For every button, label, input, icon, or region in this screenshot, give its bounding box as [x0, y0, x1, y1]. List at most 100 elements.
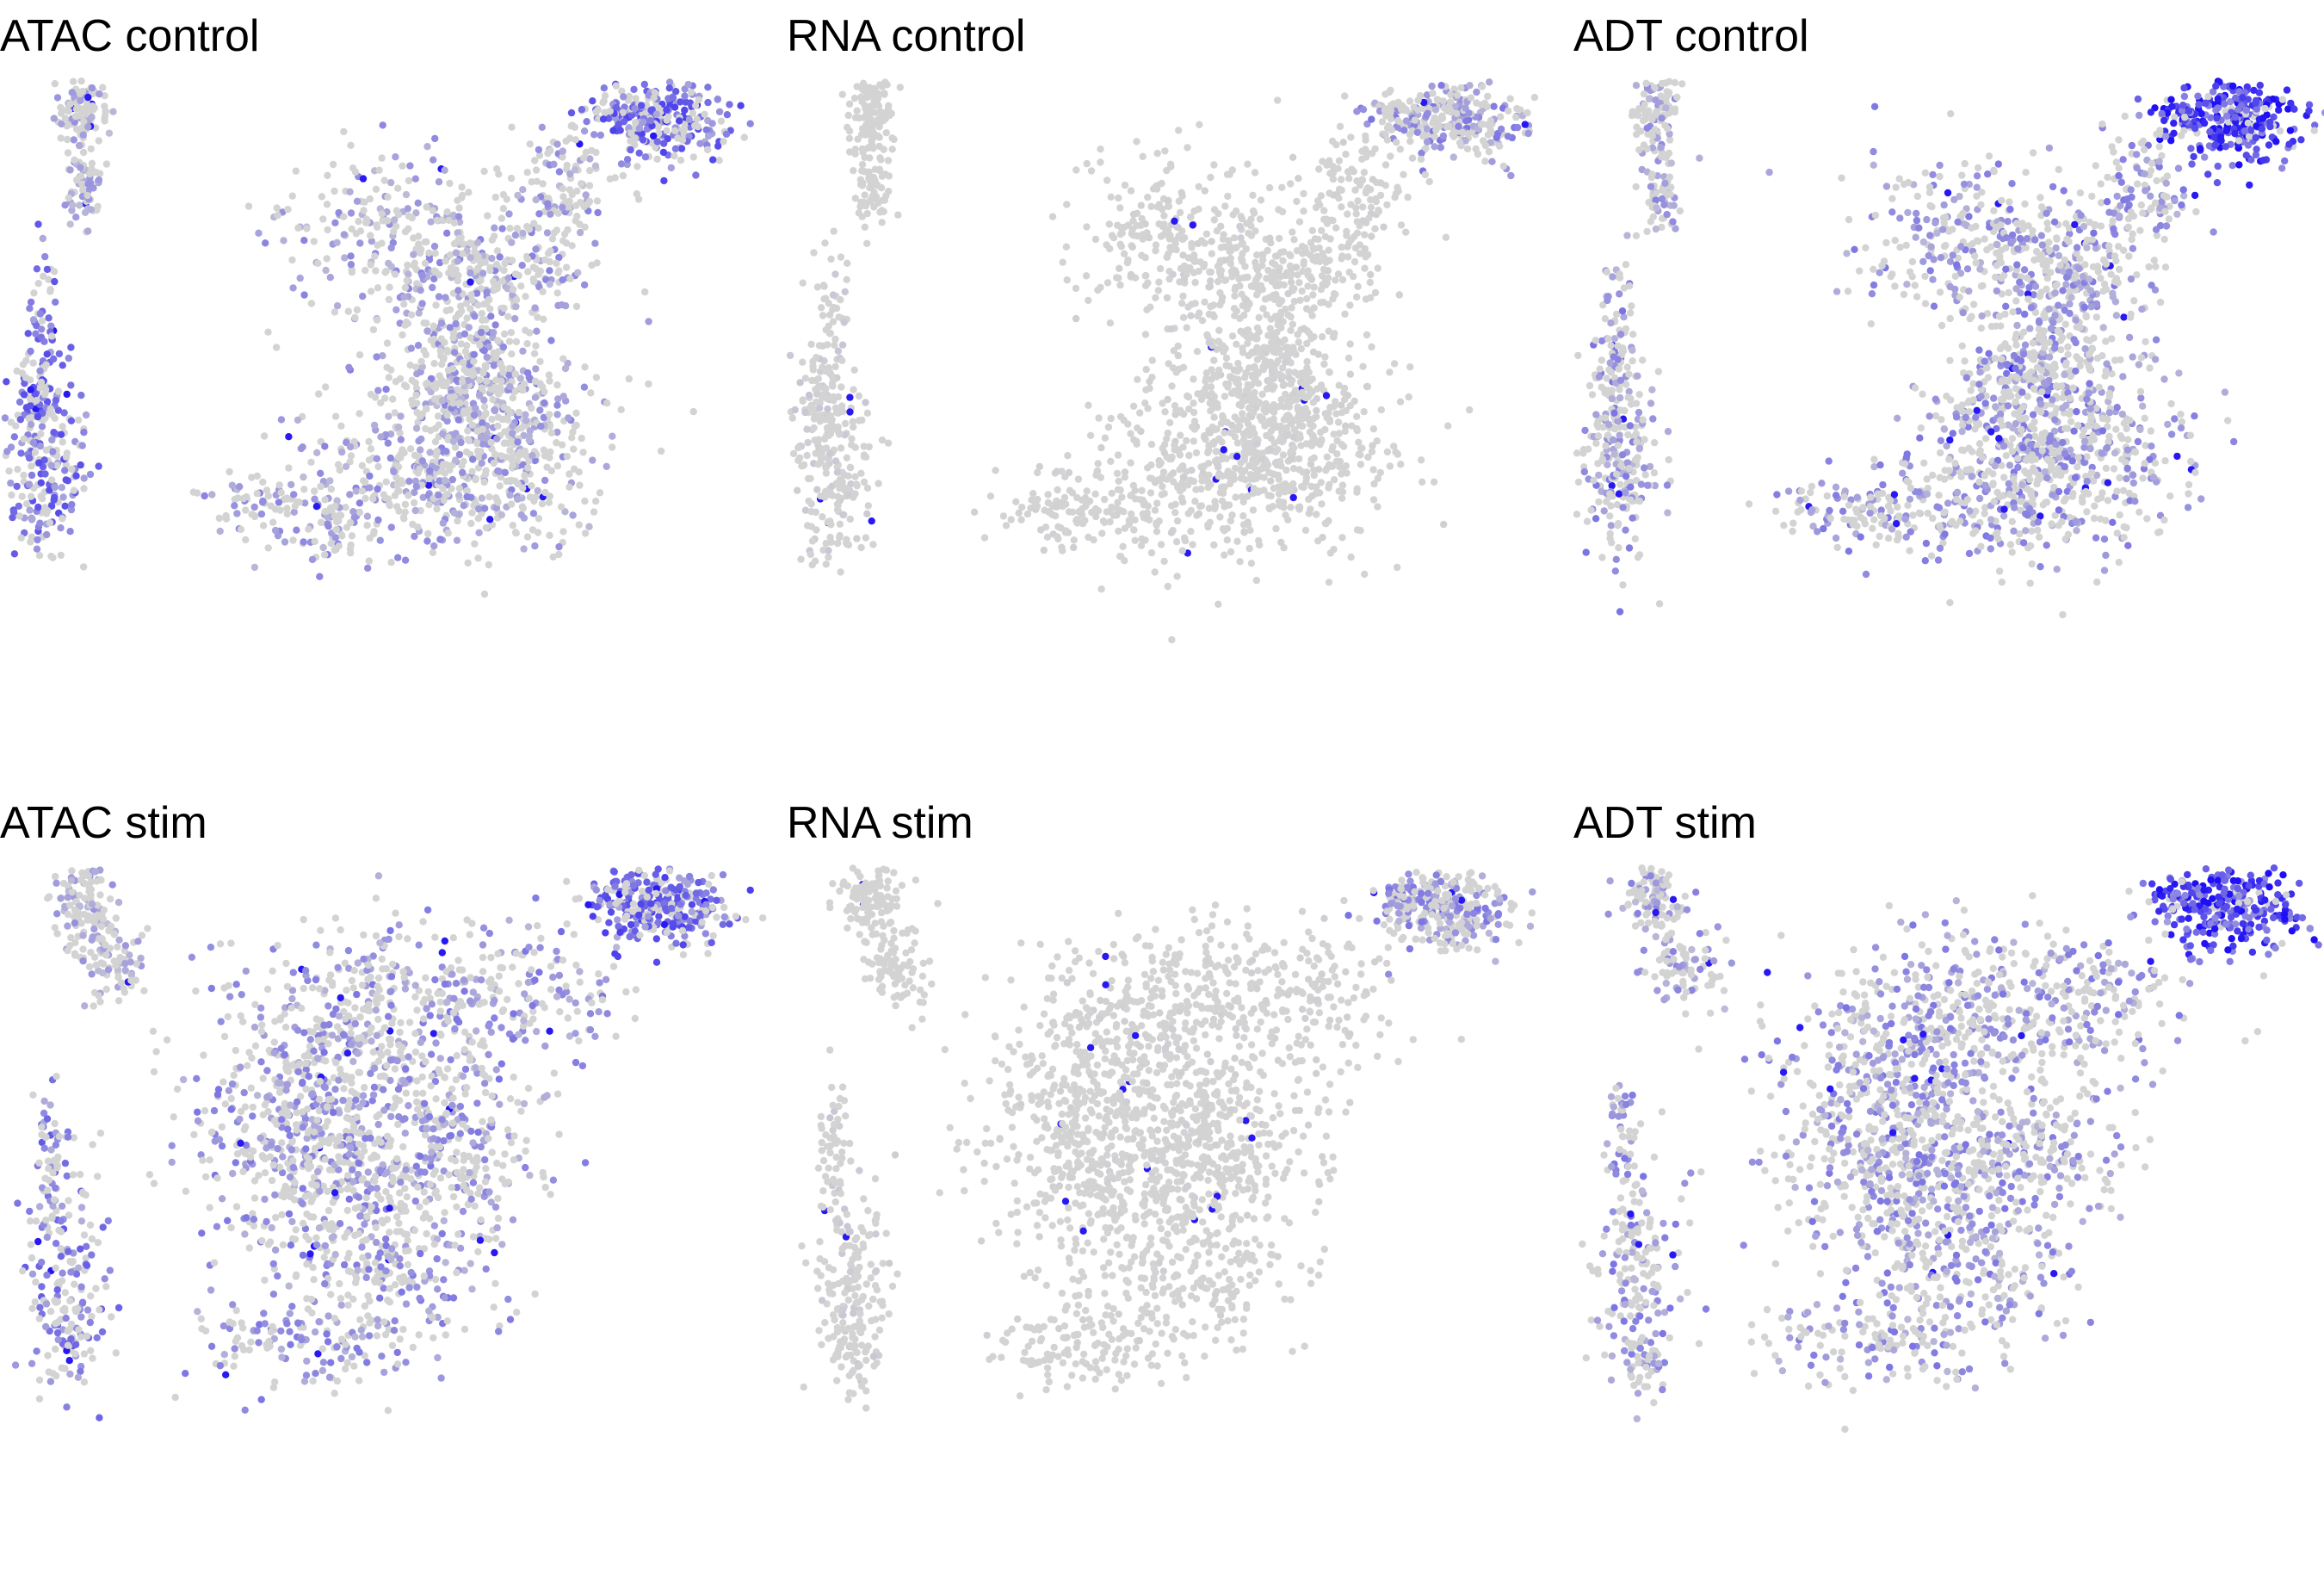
cell-point	[491, 354, 500, 362]
cell-point	[816, 384, 824, 392]
cell-point	[1376, 191, 1385, 200]
cell-point	[464, 376, 472, 385]
cell-point	[1278, 438, 1286, 446]
cell-point	[417, 506, 424, 515]
cell-point	[359, 292, 367, 300]
cell-point	[1369, 176, 1377, 183]
cell-point	[1172, 245, 1180, 254]
cell-point	[36, 310, 45, 318]
cell-point	[1136, 409, 1144, 417]
cell-point	[1156, 264, 1165, 273]
cell-point	[1380, 223, 1388, 231]
cell-point	[1287, 251, 1295, 260]
cell-point	[555, 168, 564, 176]
cell-point	[638, 102, 646, 109]
cell-point	[83, 101, 91, 108]
cell-point	[397, 436, 405, 443]
cell-point	[508, 476, 516, 485]
cell-point	[1263, 275, 1270, 282]
cell-point	[487, 313, 495, 320]
cell-point	[67, 505, 76, 514]
cell-point	[374, 284, 382, 292]
cell-point	[479, 269, 487, 277]
cell-point	[1377, 406, 1385, 414]
cell-point	[34, 412, 42, 421]
cell-point	[1159, 482, 1166, 491]
cell-point	[675, 117, 683, 125]
cell-point	[678, 136, 687, 144]
cell-point	[1133, 138, 1140, 146]
cell-point	[640, 118, 647, 126]
cell-point	[412, 384, 421, 393]
cell-point	[387, 178, 395, 187]
cell-point	[29, 316, 38, 324]
cell-point	[834, 501, 842, 510]
cell-point	[1247, 381, 1255, 389]
cell-point	[1309, 431, 1317, 440]
cell-point	[1315, 244, 1323, 252]
cell-point	[1346, 370, 1355, 378]
cell-point	[63, 135, 71, 144]
cell-point	[317, 482, 324, 491]
cell-point	[469, 455, 477, 463]
cell-point	[740, 133, 748, 141]
cell-point	[1138, 535, 1146, 543]
cell-point	[347, 209, 355, 217]
cell-point	[1358, 155, 1366, 163]
cell-point	[519, 186, 527, 194]
cell-point	[105, 129, 114, 137]
cell-point	[831, 362, 839, 371]
cell-point	[1367, 203, 1375, 211]
cell-point	[834, 539, 842, 548]
cell-point	[384, 193, 392, 201]
cell-point	[1513, 104, 1521, 113]
cell-point	[491, 193, 499, 201]
cell-point	[340, 231, 348, 238]
cell-point	[482, 523, 490, 532]
cell-point	[490, 459, 498, 468]
cell-point	[1207, 302, 1215, 311]
cell-point	[1188, 423, 1196, 431]
cell-point	[1321, 519, 1329, 528]
cell-point	[813, 486, 821, 493]
cell-point	[308, 555, 317, 564]
cell-point	[20, 391, 28, 399]
cell-point	[821, 385, 830, 393]
cell-point	[553, 411, 561, 418]
cell-point	[9, 508, 18, 517]
cell-point	[1279, 381, 1287, 389]
cell-point	[1085, 401, 1092, 409]
cell-point	[1157, 232, 1165, 240]
cell-point	[1283, 431, 1290, 440]
cell-point	[455, 492, 463, 499]
cell-point	[480, 505, 489, 512]
cell-point	[572, 136, 579, 144]
cell-point	[515, 408, 522, 417]
cell-point	[1107, 414, 1115, 423]
cell-point	[589, 97, 596, 105]
cell-point	[1131, 536, 1139, 544]
cell-point	[273, 344, 281, 351]
cell-point	[829, 291, 838, 299]
panel-title-atac-stim: ATAC stim	[0, 798, 207, 848]
cell-point	[831, 335, 839, 344]
cell-point	[553, 401, 561, 409]
cell-point	[1091, 235, 1100, 244]
cell-point	[558, 300, 566, 309]
cell-point	[37, 479, 45, 486]
cell-point	[875, 90, 882, 97]
cell-point	[1171, 237, 1179, 245]
cell-point	[1295, 218, 1304, 226]
cell-point	[896, 84, 904, 91]
cell-point	[1279, 451, 1287, 459]
cell-point	[46, 519, 54, 527]
cell-point	[1347, 133, 1355, 141]
cell-point	[1406, 97, 1414, 105]
cell-point	[565, 414, 572, 422]
cell-point	[450, 219, 459, 227]
cell-point	[327, 485, 336, 493]
cell-point	[315, 390, 323, 398]
cell-point	[67, 381, 75, 389]
cell-point	[544, 200, 552, 207]
cell-point	[879, 196, 887, 204]
